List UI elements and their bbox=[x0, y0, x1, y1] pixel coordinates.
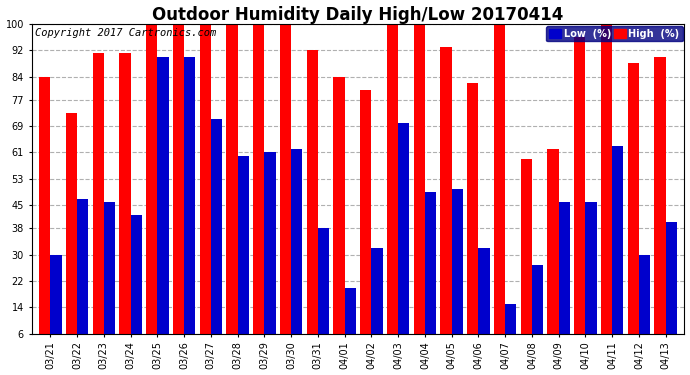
Bar bbox=[559, 202, 570, 334]
Bar bbox=[50, 255, 61, 334]
Bar bbox=[146, 24, 157, 334]
Bar bbox=[157, 57, 168, 334]
Bar bbox=[414, 24, 425, 334]
Bar bbox=[655, 57, 666, 334]
Bar bbox=[574, 37, 585, 334]
Bar bbox=[478, 248, 490, 334]
Bar bbox=[253, 24, 264, 334]
Bar bbox=[184, 57, 195, 334]
Bar bbox=[387, 24, 398, 334]
Bar bbox=[104, 202, 115, 334]
Bar bbox=[333, 76, 344, 334]
Bar bbox=[505, 304, 516, 334]
Bar bbox=[66, 113, 77, 334]
Bar bbox=[547, 149, 559, 334]
Bar bbox=[532, 264, 543, 334]
Legend: Low  (%), High  (%): Low (%), High (%) bbox=[546, 26, 682, 42]
Bar bbox=[666, 222, 677, 334]
Bar bbox=[494, 24, 505, 334]
Bar bbox=[467, 83, 478, 334]
Bar bbox=[521, 159, 532, 334]
Bar bbox=[306, 50, 318, 334]
Bar bbox=[360, 90, 371, 334]
Text: Copyright 2017 Cartronics.com: Copyright 2017 Cartronics.com bbox=[34, 28, 216, 38]
Bar bbox=[371, 248, 383, 334]
Bar bbox=[601, 24, 612, 334]
Bar bbox=[398, 123, 409, 334]
Bar bbox=[318, 228, 329, 334]
Bar bbox=[77, 198, 88, 334]
Bar bbox=[280, 24, 291, 334]
Bar bbox=[226, 24, 237, 334]
Bar bbox=[237, 156, 249, 334]
Bar bbox=[612, 146, 624, 334]
Bar bbox=[628, 63, 639, 334]
Bar bbox=[344, 288, 356, 334]
Bar bbox=[264, 152, 275, 334]
Bar bbox=[92, 53, 104, 334]
Bar bbox=[39, 76, 50, 334]
Bar bbox=[639, 255, 650, 334]
Bar bbox=[199, 24, 211, 334]
Bar bbox=[173, 24, 184, 334]
Bar bbox=[291, 149, 302, 334]
Bar bbox=[425, 192, 436, 334]
Bar bbox=[585, 202, 597, 334]
Bar bbox=[211, 119, 222, 334]
Bar bbox=[119, 53, 130, 334]
Bar bbox=[452, 189, 463, 334]
Bar bbox=[130, 215, 142, 334]
Bar bbox=[440, 47, 452, 334]
Title: Outdoor Humidity Daily High/Low 20170414: Outdoor Humidity Daily High/Low 20170414 bbox=[152, 6, 564, 24]
